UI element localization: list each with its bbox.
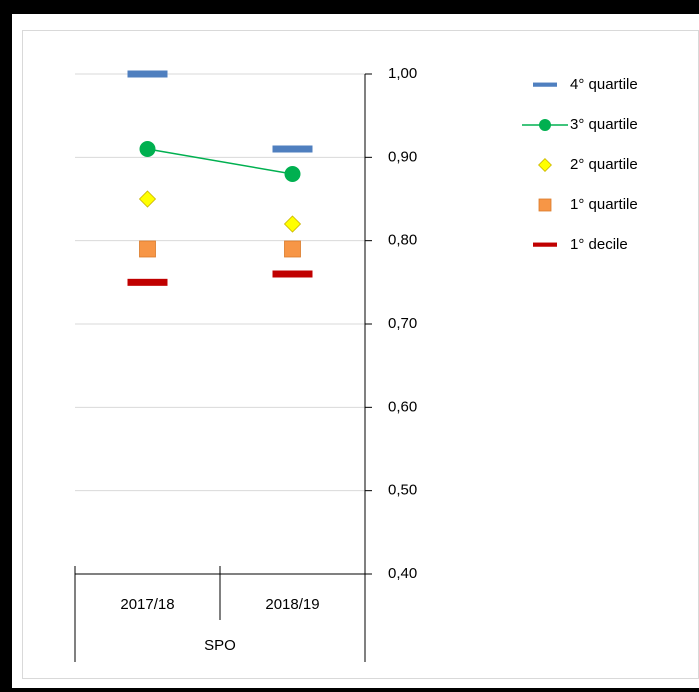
legend-marker xyxy=(538,158,552,172)
data-point xyxy=(127,278,168,286)
y-tick-label: 0,80 xyxy=(388,232,417,249)
legend-marker xyxy=(539,119,551,131)
legend-label: 1° quartile xyxy=(570,196,638,213)
group-label: SPO xyxy=(204,637,236,654)
chart-area xyxy=(22,30,699,679)
legend-marker xyxy=(538,198,552,212)
y-tick-label: 0,90 xyxy=(388,148,417,165)
data-point xyxy=(138,190,157,208)
y-tick-label: 0,60 xyxy=(388,398,417,415)
y-tick-label: 0,40 xyxy=(388,565,417,582)
data-point xyxy=(284,166,301,182)
data-point xyxy=(283,215,302,233)
legend-label: 1° decile xyxy=(570,236,628,253)
legend-label: 3° quartile xyxy=(570,116,638,133)
y-tick-label: 1,00 xyxy=(388,65,417,82)
data-point xyxy=(127,70,168,78)
x-tick-label: 2018/19 xyxy=(265,596,319,613)
data-point xyxy=(284,240,301,258)
data-point xyxy=(272,270,313,278)
legend-marker xyxy=(533,82,557,87)
series-line xyxy=(147,148,293,175)
legend-marker xyxy=(533,242,557,247)
y-tick-label: 0,70 xyxy=(388,315,417,332)
x-tick-label: 2017/18 xyxy=(120,596,174,613)
data-point xyxy=(272,145,313,153)
y-tick-label: 0,50 xyxy=(388,482,417,499)
legend-label: 2° quartile xyxy=(570,156,638,173)
data-point xyxy=(139,240,156,258)
data-point xyxy=(139,141,156,157)
legend-label: 4° quartile xyxy=(570,76,638,93)
